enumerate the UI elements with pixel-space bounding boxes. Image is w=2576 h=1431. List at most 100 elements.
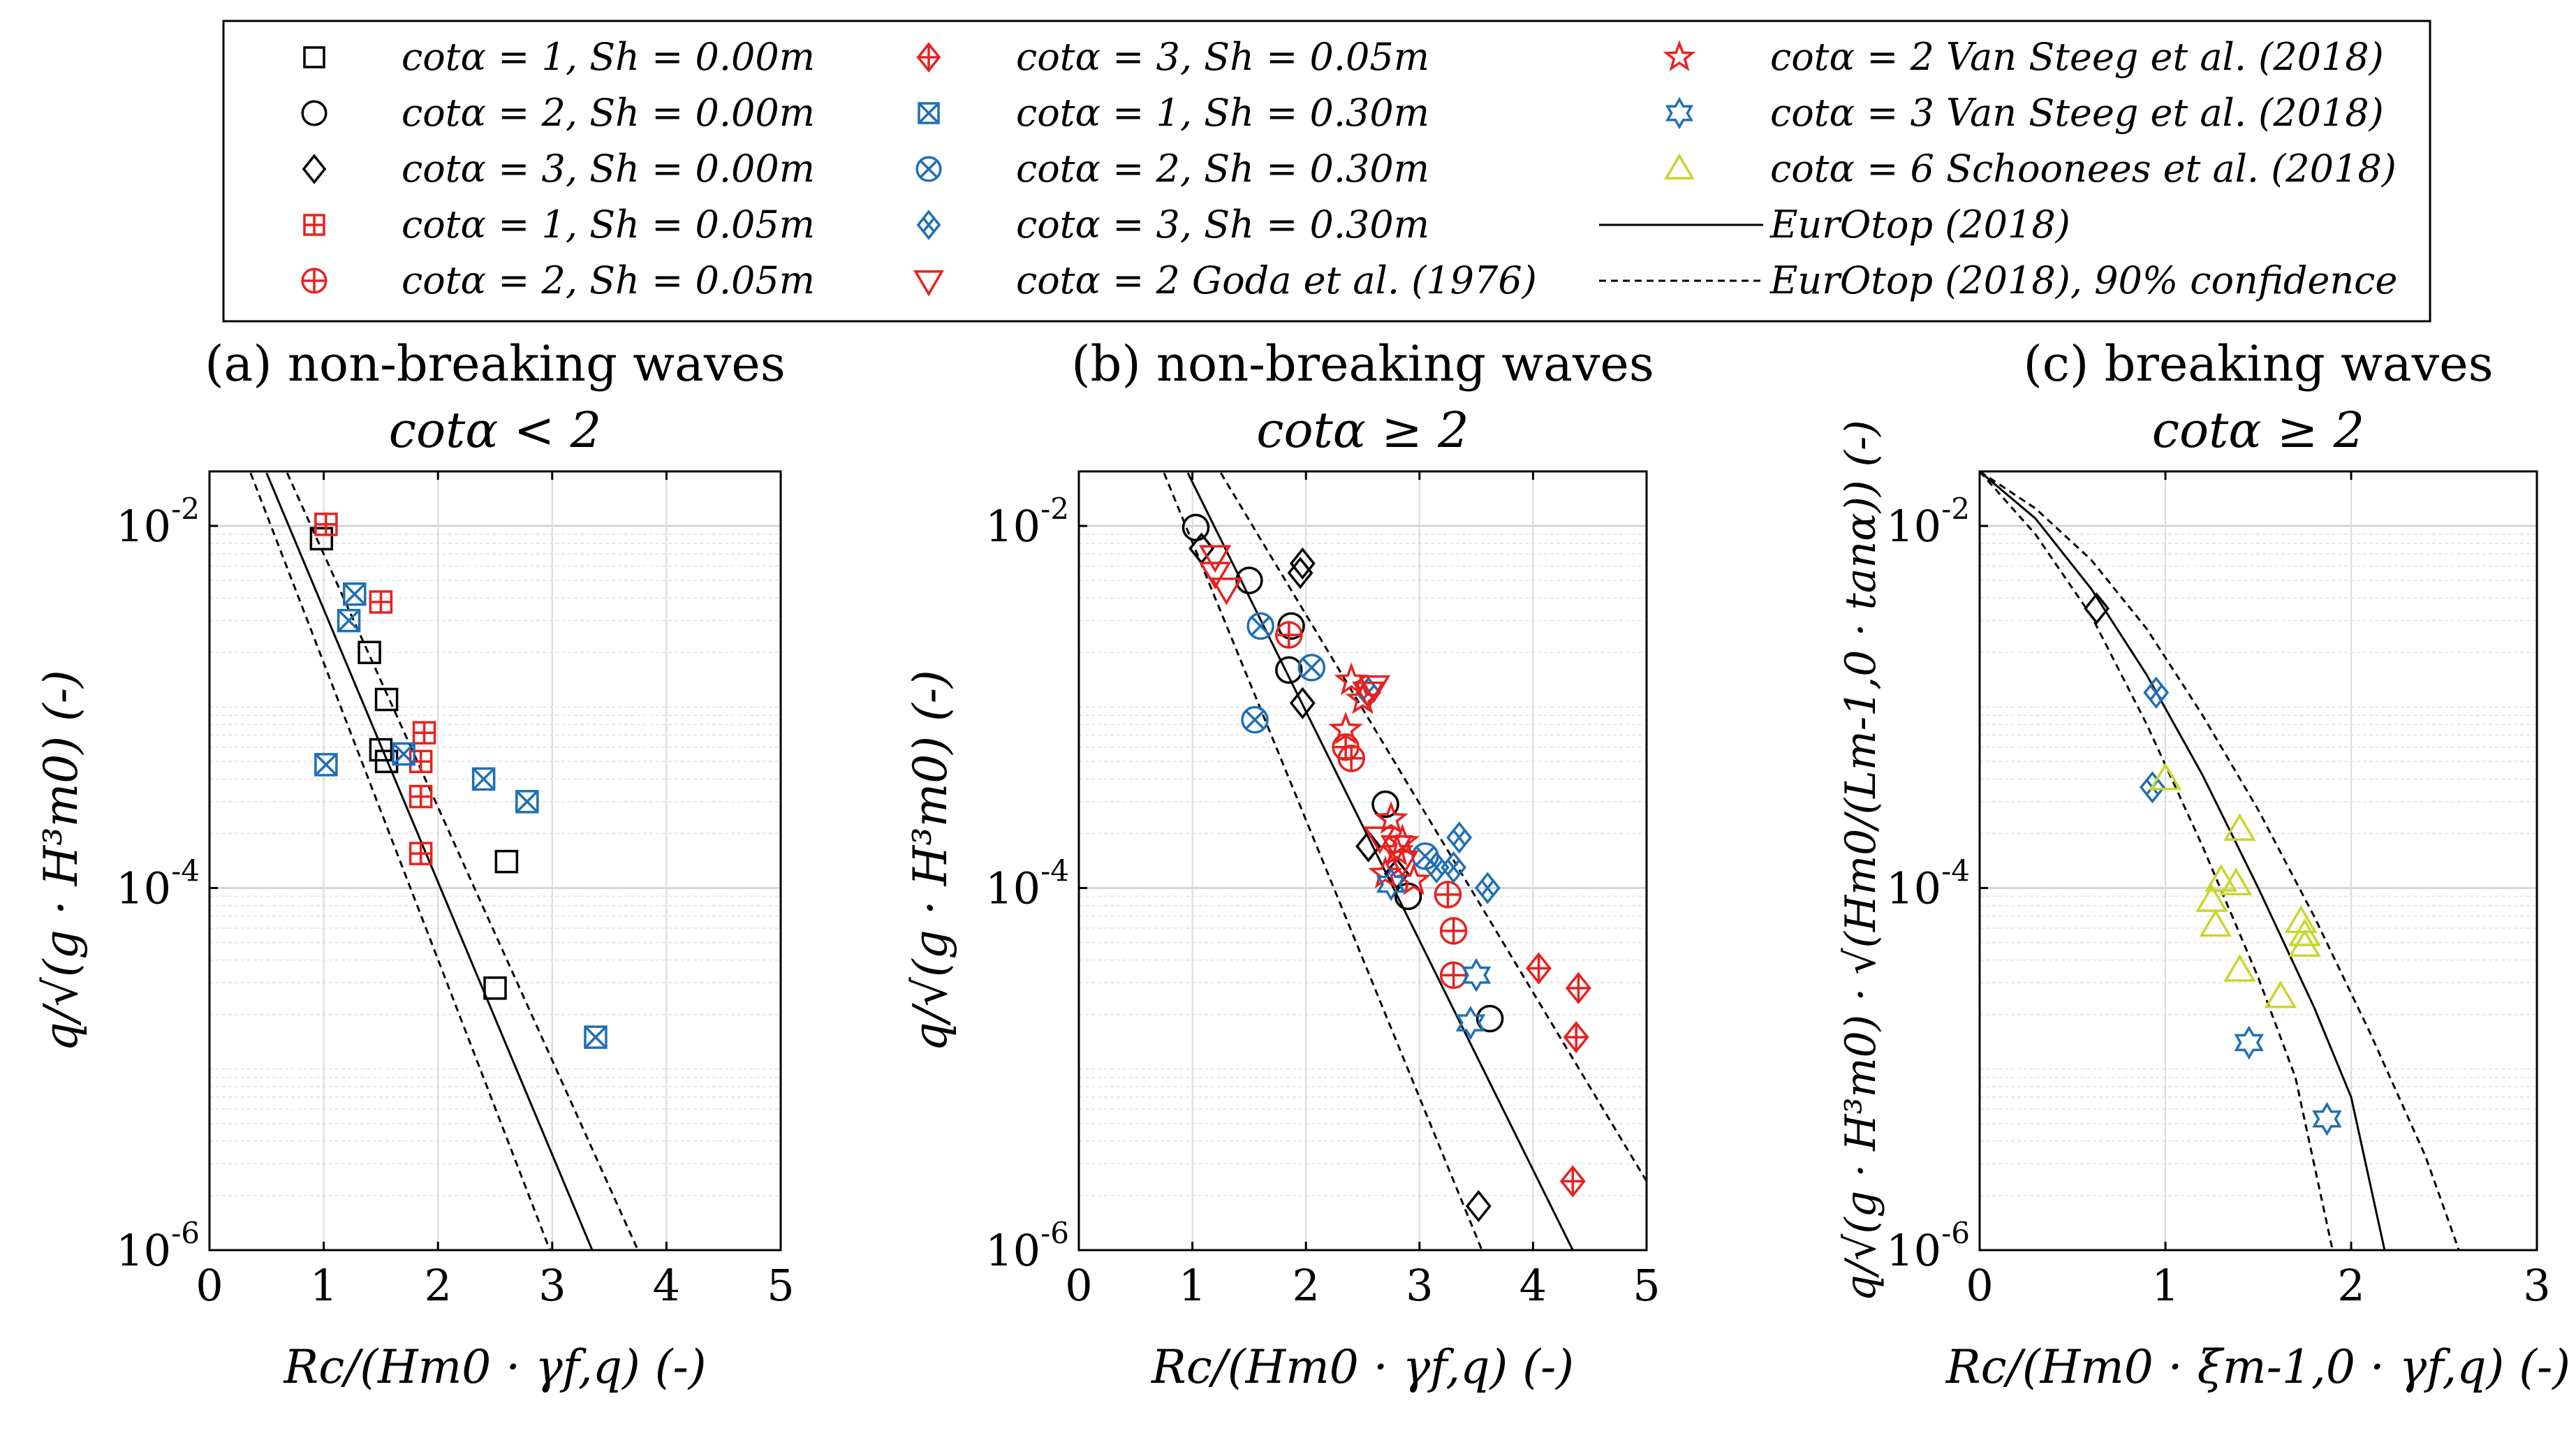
y-tick-label: 10-4 (985, 854, 1069, 914)
data-point (412, 721, 436, 745)
x-tick-label: 3 (2523, 1260, 2550, 1311)
plot-area (1980, 471, 2537, 1250)
y-tick-label: 10-6 (1886, 1216, 1970, 1276)
data-point (1337, 744, 1365, 772)
legend-marker (301, 267, 327, 294)
legend-marker (302, 154, 327, 184)
legend-entry: cotα = 6 Schoonees et al. (2018) (1664, 147, 2397, 191)
legend-marker (915, 156, 942, 182)
panel-title: (c) breaking waves (2024, 335, 2494, 392)
data-point (1434, 881, 1462, 909)
legend-label: cotα = 1, Sh = 0.00m (402, 35, 815, 79)
data-points (309, 513, 608, 1049)
legend-entry: cotα = 2, Sh = 0.00m (301, 91, 815, 135)
legend-entry: cotα = 1, Sh = 0.00m (303, 35, 815, 79)
data-point (494, 849, 519, 874)
data-points (2084, 592, 2342, 1136)
grid (1980, 471, 2537, 1250)
data-point (1289, 547, 1316, 580)
data-point (1210, 578, 1243, 606)
x-tick-label: 1 (310, 1260, 337, 1311)
axes-frame (1978, 470, 2538, 1252)
panel-b: 0 1 2 3 4 5 10-2 10-4 10-6 (b) non-breaking waves… (904, 335, 1661, 1394)
data-point (1461, 957, 1492, 992)
x-tick-label: 0 (1065, 1260, 1092, 1311)
x-tick-label: 2 (2337, 1260, 2364, 1311)
panel-a: 0 1 2 3 4 5 10-2 10-4 10-6 (a) non-breaking waves… (34, 335, 795, 1394)
y-axis-label: q/√(g · H³m0) (-) (904, 670, 957, 1052)
y-tick-label: 10-6 (116, 1216, 200, 1276)
data-point (374, 687, 399, 712)
legend-frame (222, 20, 2431, 323)
x-tick-label: 0 (1966, 1260, 1993, 1311)
legend-label: cotα = 1, Sh = 0.05m (402, 203, 815, 247)
data-point (314, 753, 338, 777)
panel-title: (a) non-breaking waves (205, 335, 786, 392)
data-point (1376, 867, 1406, 902)
data-point (2143, 676, 2170, 709)
data-point (1355, 830, 1382, 863)
x-tick-label: 3 (1406, 1260, 1433, 1311)
legend-label: cotα = 2, Sh = 0.00m (402, 91, 815, 135)
legend-marker (1664, 153, 1695, 179)
data-point (1368, 856, 1403, 889)
legend-label: cotα = 1, Sh = 0.30m (1016, 91, 1429, 135)
data-point (1526, 952, 1552, 985)
data-point (2149, 762, 2182, 791)
data-point (1455, 1006, 1486, 1041)
data-point (1334, 662, 1369, 696)
legend-entry: cotα = 3, Sh = 0.05m (916, 35, 1429, 79)
data-point (2223, 954, 2256, 982)
fit-lines (1163, 472, 1647, 1250)
data-point (2288, 929, 2321, 957)
legend-entry: EurOtop (2018) (1599, 203, 2070, 247)
panel-c: 0 1 2 3 10-2 10-4 10-6 (c) breaking waves cotα ≥… (1837, 335, 2570, 1394)
legend-entry: cotα = 3, Sh = 0.30m (916, 203, 1429, 247)
confidence-line (1163, 472, 1483, 1250)
legend-entry: EurOtop (2018), 90% confidence (1599, 258, 2397, 302)
data-point (2223, 813, 2256, 841)
y-axis-label: q/√(g · H³m0) (-) (34, 670, 88, 1052)
data-point (2199, 909, 2232, 937)
y-tick-label: 10-2 (116, 492, 200, 552)
x-axis-label: Rc/(Hm0 · γf,q) (-) (284, 1340, 707, 1394)
legend-marker (1665, 96, 1694, 130)
y-axis-label: q/√(g · H³m0) · √(Hm0/(Lm-1,0 · tanα)) (… (1837, 420, 1885, 1301)
data-point (1328, 711, 1363, 744)
plot-area (1079, 471, 1647, 1250)
data-point (483, 976, 507, 1000)
legend-marker (1663, 40, 1696, 71)
y-tick-label: 10-2 (985, 492, 1069, 552)
data-point (1287, 557, 1313, 589)
confidence-line (1980, 471, 2334, 1250)
grid (209, 471, 781, 1250)
data-point (471, 767, 496, 791)
data-point (1439, 961, 1468, 990)
data-point (2264, 980, 2297, 1008)
fit-lines (249, 472, 639, 1250)
legend-label: cotα = 2 Van Steeg et al. (2018) (1770, 35, 2384, 79)
legend-entry: cotα = 2 Van Steeg et al. (2018) (1663, 35, 2384, 79)
data-point (2084, 592, 2110, 625)
data-point (1439, 917, 1468, 945)
legend-label: cotα = 2, Sh = 0.05m (402, 258, 815, 302)
data-point (1235, 566, 1263, 594)
legend-items: cotα = 1, Sh = 0.00m cotα = 2, Sh = 0.00m… (301, 35, 2397, 302)
legend-label: cotα = 3, Sh = 0.30m (1016, 203, 1429, 247)
y-tick-label: 10-6 (985, 1216, 1069, 1276)
panel-title: (b) non-breaking waves (1071, 335, 1654, 392)
data-point (409, 784, 433, 809)
legend-entry: cotα = 3 Van Steeg et al. (2018) (1665, 91, 2384, 135)
x-axis-label: Rc/(Hm0 · ξm-1,0 · γf,q) (-) (1945, 1340, 2570, 1394)
data-point (1563, 1021, 1589, 1054)
legend-label: EurOtop (2018), 90% confidence (1769, 258, 2397, 302)
panel-subtitle: cotα ≥ 2 (1256, 402, 1469, 459)
data-point (1559, 1165, 1586, 1198)
legend-entry: cotα = 3, Sh = 0.00m (302, 147, 815, 191)
data-point (2234, 1025, 2264, 1060)
data-point (2288, 918, 2321, 946)
data-point (1363, 826, 1397, 854)
data-point (2219, 867, 2253, 895)
data-point (1379, 832, 1415, 866)
